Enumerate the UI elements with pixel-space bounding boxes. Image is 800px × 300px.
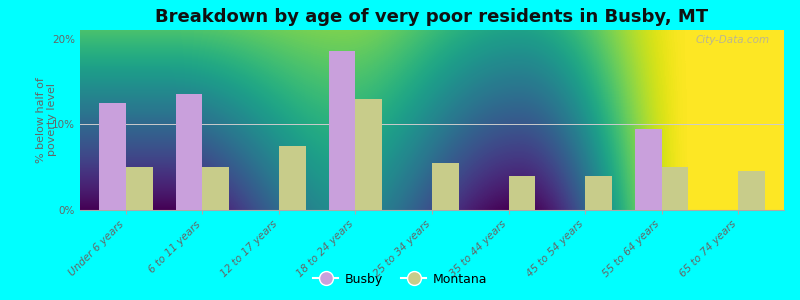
Bar bbox=[662, 167, 688, 210]
Bar bbox=[634, 129, 662, 210]
Bar bbox=[355, 99, 382, 210]
Legend: Busby, Montana: Busby, Montana bbox=[308, 268, 492, 291]
Text: City-Data.com: City-Data.com bbox=[696, 35, 770, 45]
Bar bbox=[509, 176, 535, 210]
Bar bbox=[126, 167, 153, 210]
Y-axis label: % below half of
poverty level: % below half of poverty level bbox=[36, 77, 58, 163]
Bar bbox=[432, 163, 458, 210]
Bar bbox=[738, 171, 765, 210]
Bar bbox=[329, 51, 355, 210]
Bar bbox=[176, 94, 202, 210]
Bar bbox=[585, 176, 612, 210]
Title: Breakdown by age of very poor residents in Busby, MT: Breakdown by age of very poor residents … bbox=[155, 8, 709, 26]
Bar bbox=[202, 167, 230, 210]
Bar bbox=[99, 103, 126, 210]
Bar bbox=[279, 146, 306, 210]
